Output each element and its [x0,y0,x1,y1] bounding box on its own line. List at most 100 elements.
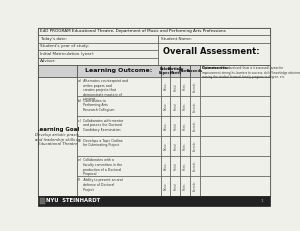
Bar [190,97,200,116]
Text: Below: Below [164,122,168,130]
Bar [38,43,158,50]
Bar [190,156,200,176]
Text: Meets: Meets [183,162,187,170]
Text: c)  Collaborates with mentor
     and passes the Doctoral
     Candidacy Examina: c) Collaborates with mentor and passes t… [78,119,123,132]
Bar [180,77,190,97]
Text: Below: Below [164,182,168,190]
Text: Advisor:: Advisor: [40,59,56,63]
Text: b)  Contributes to
     Performing Arts
     Research Collegium: b) Contributes to Performing Arts Resear… [78,99,115,112]
Text: Partial: Partial [173,162,177,170]
Bar [190,116,200,136]
Bar [38,77,77,196]
Bar [161,156,170,176]
Text: Explanation of standard rank (how is it assessed), areas for
improvement strengt: Explanation of standard rank (how is it … [202,66,300,79]
Bar [200,65,270,77]
Text: Student's year of study:: Student's year of study: [40,44,89,49]
Bar [200,136,270,156]
Text: Develop artistic praxis
and leadership skills in
Educational Theatre: Develop artistic praxis and leadership s… [35,133,80,146]
Bar [161,65,170,77]
Bar [180,136,190,156]
Text: Exceeds: Exceeds [193,141,197,151]
Bar [180,65,190,77]
Text: Comments:: Comments: [202,66,230,70]
Text: Partial: Partial [173,83,177,91]
Bar [40,198,45,204]
Text: d)  Develops a Topic Outline
     for Culminating Project: d) Develops a Topic Outline for Culminat… [78,139,123,147]
Bar [38,58,158,65]
Text: Exceeds: Exceeds [193,181,197,191]
Bar [190,136,200,156]
Bar [190,65,200,77]
Text: Exceeds: Exceeds [193,81,197,92]
Text: Meets: Meets [183,143,187,150]
Bar [180,156,190,176]
Text: Learning Goal: Learning Goal [36,127,79,132]
Bar [200,97,270,116]
Text: Meets: Meets [183,103,187,110]
Bar [200,116,270,136]
Text: Today's date:: Today's date: [40,37,67,41]
Text: Meets: Meets [183,83,187,90]
Text: NYU  STEINHARDT: NYU STEINHARDT [46,198,100,203]
Text: Exceeds: Exceeds [193,161,197,171]
Text: Below: Below [164,83,168,90]
Bar [38,65,77,77]
Bar [170,176,180,196]
Text: Exceeds: Exceeds [193,101,197,112]
Bar [200,176,270,196]
Text: EdD PROGRAM Educational Theatre, Department of Music and Performing Arts Profess: EdD PROGRAM Educational Theatre, Departm… [40,30,226,33]
Bar [180,97,190,116]
Text: Meets: Meets [183,123,187,130]
Bar [161,116,170,136]
Text: Meets: Meets [179,69,191,73]
Text: Below: Below [164,142,168,150]
Text: e)  Collaborates with a
     faculty committee in the
     production of a Docto: e) Collaborates with a faculty committee… [78,158,122,176]
Bar [161,136,170,156]
Bar [158,35,270,43]
Bar [77,116,161,136]
Text: Below: Below [164,162,168,170]
Text: Partial: Partial [173,103,177,110]
Text: Partial: Partial [173,122,177,130]
Bar [180,176,190,196]
Bar [38,35,158,43]
Bar [170,116,180,136]
Bar [38,28,270,35]
Bar [38,196,270,206]
Bar [200,77,270,97]
Text: Exceeds: Exceeds [187,69,203,73]
Bar [170,77,180,97]
Bar [170,156,180,176]
Bar [170,136,180,156]
Bar [77,97,161,116]
Text: Below
Expect.: Below Expect. [158,67,173,75]
Bar [180,116,190,136]
Bar [161,97,170,116]
Text: Partially
Meets: Partially Meets [167,67,184,75]
Text: a)  Alternates counterpoint and
     writes papers and
     creates projects tha: a) Alternates counterpoint and writes pa… [78,79,128,101]
Bar [77,65,161,77]
Bar [77,77,161,97]
Text: Partial: Partial [173,142,177,150]
Text: Below: Below [164,103,168,110]
Text: Student Name:: Student Name: [161,37,192,41]
Text: Overall Assessment:: Overall Assessment: [163,47,260,56]
Bar [77,156,161,176]
Text: f)   Ability to present an oral
     defense of Doctoral
     Project: f) Ability to present an oral defense of… [78,178,123,191]
Bar [161,77,170,97]
Text: Meets: Meets [183,182,187,190]
Text: Initial Matriculation (year):: Initial Matriculation (year): [40,52,94,56]
Bar [77,136,161,156]
Bar [161,176,170,196]
Text: Exceeds: Exceeds [193,121,197,131]
Bar [200,156,270,176]
Bar [158,43,270,65]
Bar [190,77,200,97]
Bar [77,176,161,196]
Text: Learning Outcome:: Learning Outcome: [85,68,153,73]
Bar [190,176,200,196]
Bar [170,65,180,77]
Bar [38,50,158,58]
Text: 1: 1 [260,199,263,203]
Text: Partial: Partial [173,182,177,190]
